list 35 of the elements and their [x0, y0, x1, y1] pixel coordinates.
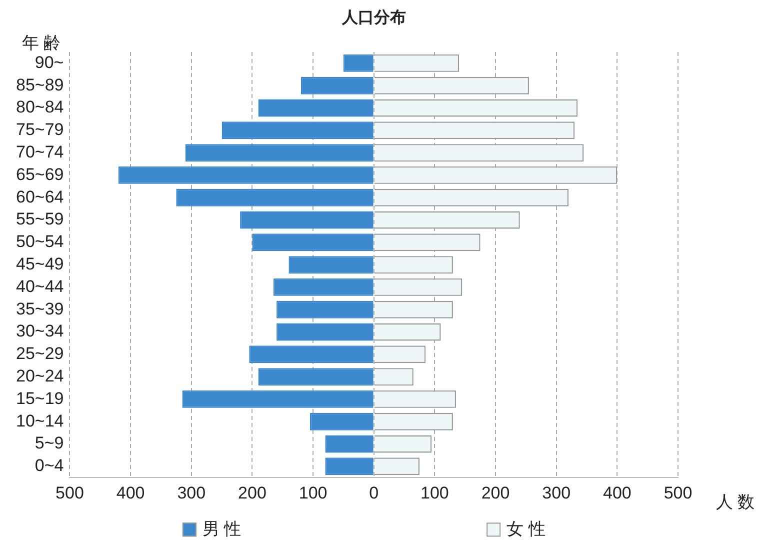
y-tick-label: 35~39: [16, 299, 64, 318]
legend-label: 女 性: [506, 519, 546, 538]
y-tick-label: 15~19: [16, 388, 64, 408]
x-tick-label: 500: [56, 483, 84, 502]
y-tick-label: 80~84: [16, 98, 64, 117]
y-tick-label: 45~49: [16, 254, 64, 274]
y-tick-label: 0~4: [34, 456, 64, 476]
chart-title: 人口分布: [340, 8, 406, 26]
x-axis-title: 人 数: [716, 492, 755, 512]
x-tick-label: 200: [481, 483, 510, 502]
y-tick-label: 10~14: [16, 411, 64, 430]
y-tick-label: 20~24: [16, 366, 64, 386]
x-tick-label: 300: [542, 483, 571, 502]
x-tick-label: 300: [177, 483, 206, 502]
x-tick-label: 100: [420, 483, 449, 502]
x-tick-label: 0: [369, 483, 379, 502]
x-tick-label: 400: [602, 483, 632, 502]
x-tick-label: 400: [116, 483, 145, 502]
y-tick-label: 60~64: [16, 187, 64, 206]
y-tick-label: 75~79: [16, 120, 64, 140]
y-tick-label: 5~9: [34, 434, 64, 453]
y-tick-label: 30~34: [16, 322, 64, 341]
y-tick-label: 50~54: [16, 232, 64, 252]
y-tick-label: 90~: [34, 52, 64, 72]
y-tick-label: 25~29: [16, 344, 64, 364]
y-tick-label: 70~74: [16, 142, 64, 162]
y-tick-label: 85~89: [16, 75, 64, 94]
x-tick-label: 100: [298, 483, 328, 502]
y-axis-title: 年 齢: [22, 34, 61, 53]
legend-label: 男 性: [202, 519, 242, 538]
x-tick-label: 500: [664, 483, 692, 502]
y-tick-label: 65~69: [16, 164, 64, 184]
y-tick-label: 40~44: [16, 276, 64, 296]
y-tick-label: 55~59: [16, 210, 64, 229]
x-tick-label: 200: [238, 483, 266, 502]
